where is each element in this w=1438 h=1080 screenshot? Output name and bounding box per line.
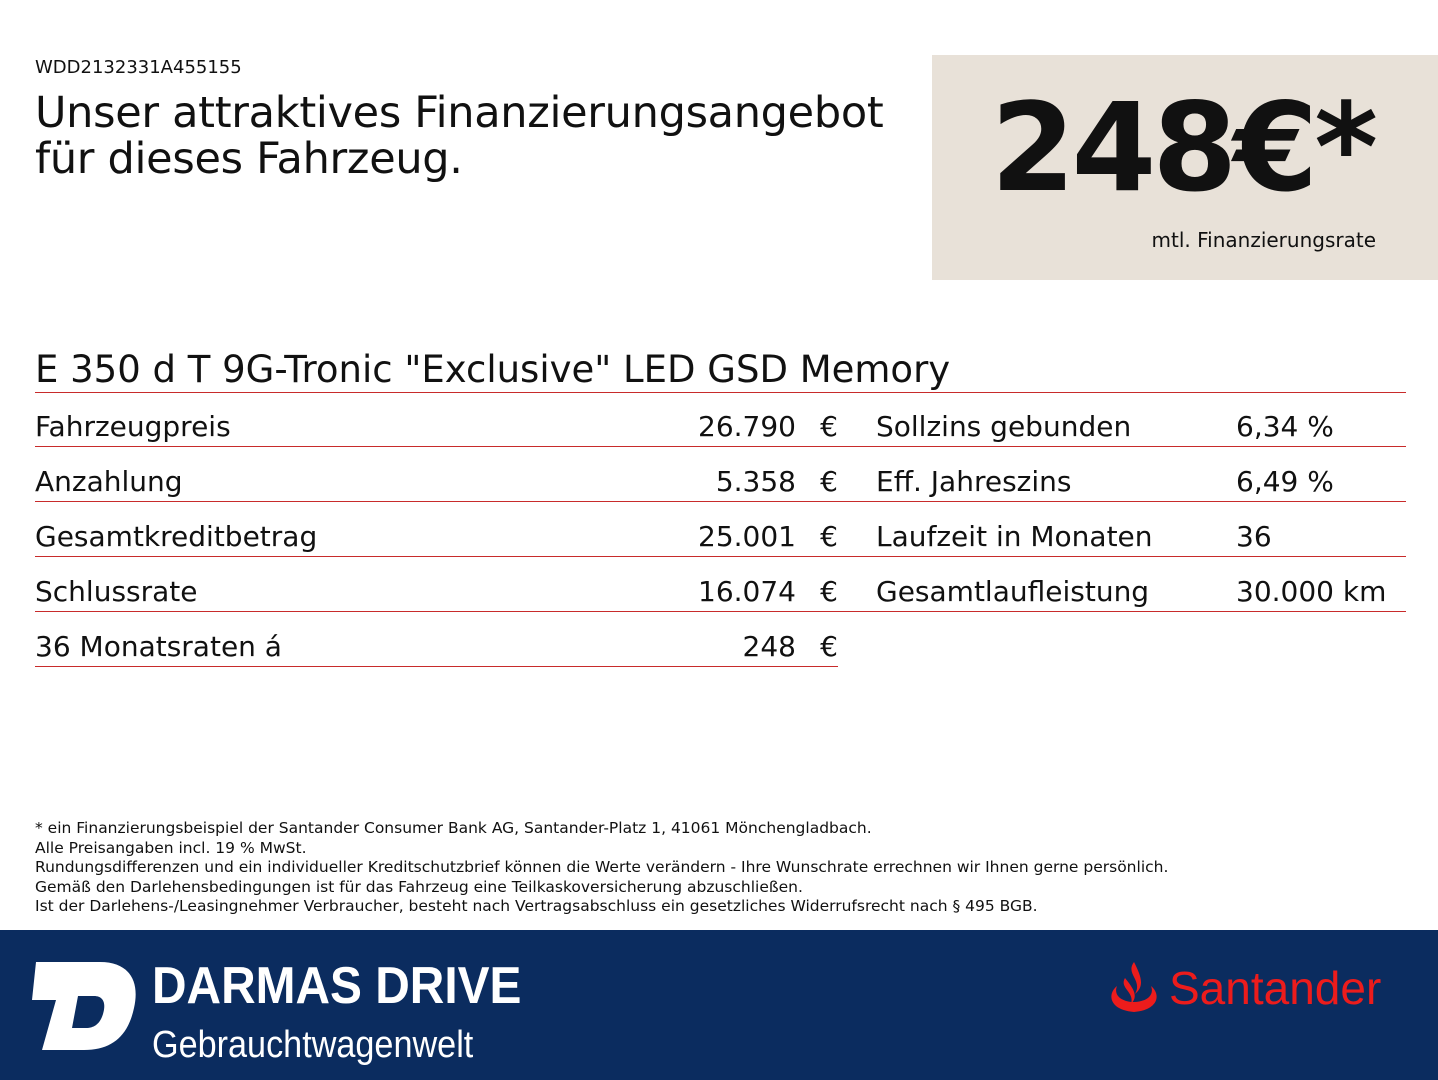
finance-row: Fahrzeugpreis 26.790 € <box>35 392 838 447</box>
row-currency: € <box>820 410 838 443</box>
headline-line-2: für dieses Fahrzeug. <box>35 134 463 184</box>
santander-logo: Santander <box>1105 960 1381 1016</box>
row-label: Schlussrate <box>35 575 198 608</box>
row-value: 26.790 <box>698 410 796 443</box>
row-value: 25.001 <box>698 520 796 553</box>
row-value: 16.074 <box>698 575 796 608</box>
row-value: 36 <box>1236 520 1272 553</box>
price-box: 248€* mtl. Finanzierungsrate <box>932 55 1438 280</box>
footnote: Rundungsdifferenzen und ein individuelle… <box>35 858 1169 876</box>
row-currency: € <box>820 575 838 608</box>
row-currency: € <box>820 630 838 663</box>
row-value: 248 <box>742 630 796 663</box>
footnote: Ist der Darlehens-/Leasingnehmer Verbrau… <box>35 897 1038 915</box>
headline: Unser attraktives Finanzierungsangebot f… <box>35 88 884 184</box>
footer-band: DARMAS DRIVE Gebrauchtwagenwelt Santande… <box>0 930 1438 1080</box>
model-title: E 350 d T 9G-Tronic "Exclusive" LED GSD … <box>35 348 1406 393</box>
finance-row: Laufzeit in Monaten 36 <box>838 502 1406 557</box>
monthly-price-label: mtl. Finanzierungsrate <box>1151 228 1376 252</box>
vin-number: WDD2132331A455155 <box>35 57 242 78</box>
santander-flame-icon <box>1111 962 1157 1012</box>
row-currency: € <box>820 465 838 498</box>
darmas-d-logo-icon <box>32 962 136 1050</box>
row-currency: € <box>820 520 838 553</box>
finance-row: Schlussrate 16.074 € <box>35 557 838 612</box>
row-label: Gesamtlaufleistung <box>876 575 1150 608</box>
monthly-price: 248€* <box>990 77 1378 219</box>
bank-name: Santander <box>1169 962 1382 1014</box>
finance-row: Anzahlung 5.358 € <box>35 447 838 502</box>
finance-row: Gesamtkreditbetrag 25.001 € <box>35 502 838 557</box>
row-label: Anzahlung <box>35 465 183 498</box>
footnote: * ein Finanzierungsbeispiel der Santande… <box>35 819 872 837</box>
dealer-subtitle: Gebrauchtwagenwelt <box>152 1024 474 1066</box>
footnote: Gemäß den Darlehensbedingungen ist für d… <box>35 877 803 896</box>
row-value: 30.000 km <box>1236 575 1387 608</box>
row-label: Eff. Jahreszins <box>876 465 1072 498</box>
headline-line-1: Unser attraktives Finanzierungsangebot <box>35 88 884 138</box>
dealer-name: DARMAS DRIVE <box>152 957 522 1015</box>
row-label: Laufzeit in Monaten <box>876 520 1153 553</box>
row-label: Fahrzeugpreis <box>35 410 231 443</box>
row-label: 36 Monatsraten á <box>35 630 282 663</box>
row-label: Sollzins gebunden <box>876 410 1132 443</box>
row-value: 6,34 % <box>1236 410 1334 443</box>
footnote: Alle Preisangaben incl. 19 % MwSt. <box>35 838 307 857</box>
finance-row: Sollzins gebunden 6,34 % <box>838 392 1406 447</box>
finance-row: Gesamtlaufleistung 30.000 km <box>838 557 1406 612</box>
row-label: Gesamtkreditbetrag <box>35 520 318 553</box>
finance-row: Eff. Jahreszins 6,49 % <box>838 447 1406 502</box>
row-value: 6,49 % <box>1236 465 1334 498</box>
finance-row: 36 Monatsraten á 248 € <box>35 612 838 667</box>
footnotes: * ein Finanzierungsbeispiel der Santande… <box>35 819 1168 917</box>
row-value: 5.358 <box>715 465 796 498</box>
